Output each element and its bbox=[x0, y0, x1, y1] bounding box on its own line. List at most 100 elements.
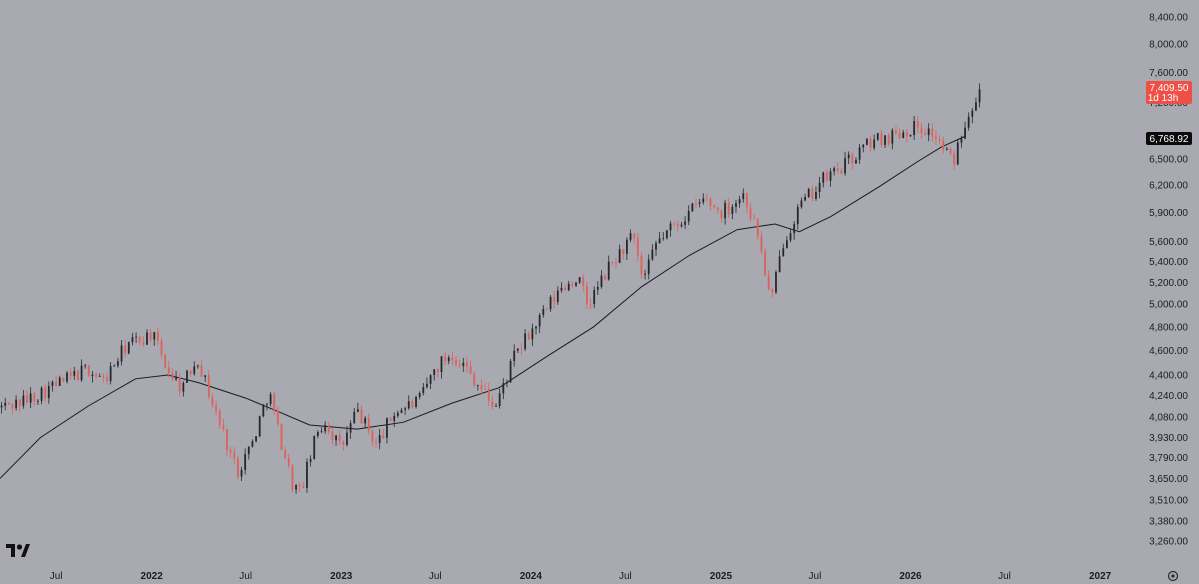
price-tick-label: 3,380.00 bbox=[1149, 516, 1188, 527]
candle-body bbox=[844, 158, 846, 174]
candle-body bbox=[978, 89, 981, 103]
candle-body bbox=[356, 409, 359, 412]
candle-body bbox=[171, 373, 174, 380]
candle-body bbox=[891, 130, 894, 144]
candle-body bbox=[556, 290, 559, 303]
price-tick-label: 5,400.00 bbox=[1149, 257, 1188, 268]
price-tick-label: 5,900.00 bbox=[1149, 208, 1188, 219]
candle-body bbox=[215, 405, 217, 411]
candle-body bbox=[484, 388, 487, 390]
time-tick-label: 2025 bbox=[710, 571, 733, 582]
candle-body bbox=[84, 365, 87, 367]
candle-body bbox=[524, 333, 527, 349]
candle-body bbox=[895, 130, 897, 134]
candle-body bbox=[811, 189, 814, 199]
candle-body bbox=[487, 388, 490, 402]
candle-body bbox=[549, 296, 552, 310]
candle-body bbox=[62, 377, 65, 382]
candle-body bbox=[466, 362, 468, 367]
price-tags: 7,409.50 1d 13h 6,768.92 bbox=[1146, 81, 1192, 145]
candle-body bbox=[4, 402, 7, 406]
price-tick-label: 6,200.00 bbox=[1149, 181, 1188, 192]
candle-body bbox=[411, 401, 414, 407]
candle-body bbox=[204, 375, 207, 378]
candle-body bbox=[789, 233, 792, 241]
candle-body bbox=[473, 373, 476, 386]
candle-body bbox=[582, 277, 585, 287]
candle-body bbox=[495, 405, 497, 407]
candle-body bbox=[415, 396, 417, 407]
candle-body bbox=[822, 172, 825, 183]
candle-body bbox=[331, 431, 334, 441]
candle-body bbox=[567, 283, 570, 291]
candle-body bbox=[284, 450, 287, 459]
candle-body bbox=[742, 193, 745, 200]
candle-body bbox=[898, 133, 901, 139]
candle-body bbox=[956, 142, 959, 165]
time-tick-label: 2024 bbox=[520, 571, 543, 582]
candle-body bbox=[960, 138, 963, 143]
candle-body bbox=[600, 275, 603, 287]
candle-body bbox=[11, 404, 14, 409]
candle-body bbox=[349, 423, 352, 433]
candle-body bbox=[55, 381, 57, 386]
candle-body bbox=[469, 366, 472, 374]
time-tick-label: 2023 bbox=[330, 571, 353, 582]
candle-body bbox=[447, 357, 450, 362]
candle-body bbox=[462, 362, 465, 367]
settings-icon[interactable] bbox=[1167, 570, 1179, 582]
candle-body bbox=[622, 249, 625, 254]
candle-body bbox=[451, 357, 454, 360]
candle-body bbox=[916, 121, 919, 128]
candle-body bbox=[731, 206, 734, 214]
candle-body bbox=[386, 418, 388, 438]
candle-body bbox=[604, 275, 606, 280]
candle-body bbox=[324, 425, 327, 432]
candle-body bbox=[135, 336, 137, 338]
candle-body bbox=[902, 132, 905, 139]
candle-body bbox=[124, 345, 127, 354]
candle-body bbox=[862, 144, 865, 148]
moving-average-line bbox=[0, 136, 965, 479]
candle-body bbox=[818, 182, 821, 192]
candle-body bbox=[971, 110, 974, 117]
time-axis[interactable]: Jul 2022 Jul 2023 Jul 2024 Jul 2025 Jul 2026 Jul 20… bbox=[50, 571, 1112, 582]
candle-body bbox=[18, 399, 21, 406]
candle-body bbox=[509, 361, 512, 383]
price-tick-label: 4,080.00 bbox=[1149, 412, 1188, 423]
candle-body bbox=[629, 233, 632, 240]
candle-body bbox=[618, 249, 621, 263]
candle-body bbox=[91, 374, 94, 377]
tradingview-logo-icon[interactable] bbox=[6, 544, 30, 557]
price-tick-label: 8,400.00 bbox=[1149, 13, 1188, 24]
candle-body bbox=[251, 441, 254, 447]
candle-body bbox=[593, 289, 596, 305]
candle-body bbox=[782, 248, 785, 257]
candle-body bbox=[15, 399, 18, 409]
candle-body bbox=[833, 168, 836, 172]
candle-body bbox=[542, 308, 545, 315]
candle-body bbox=[236, 458, 239, 477]
candle-body bbox=[807, 189, 810, 198]
price-tick-label: 7,600.00 bbox=[1149, 68, 1188, 79]
moving-average-layer bbox=[0, 136, 965, 479]
candle-body bbox=[964, 127, 966, 139]
candle-body bbox=[804, 197, 806, 201]
candle-body bbox=[80, 365, 83, 381]
last-price-tag bbox=[1146, 81, 1192, 104]
candle-body bbox=[244, 454, 247, 470]
candle-body bbox=[258, 416, 261, 437]
time-tick-label: 2022 bbox=[141, 571, 164, 582]
candle-body bbox=[66, 372, 68, 382]
candle-body bbox=[778, 256, 781, 273]
candle-body bbox=[829, 171, 832, 181]
moving-average-tag bbox=[1146, 132, 1192, 145]
candle-body bbox=[269, 394, 272, 404]
candle-body bbox=[87, 365, 90, 377]
candle-body bbox=[109, 366, 112, 382]
candle-body bbox=[233, 452, 236, 459]
candle-body bbox=[309, 459, 312, 462]
candle-body bbox=[178, 376, 181, 392]
